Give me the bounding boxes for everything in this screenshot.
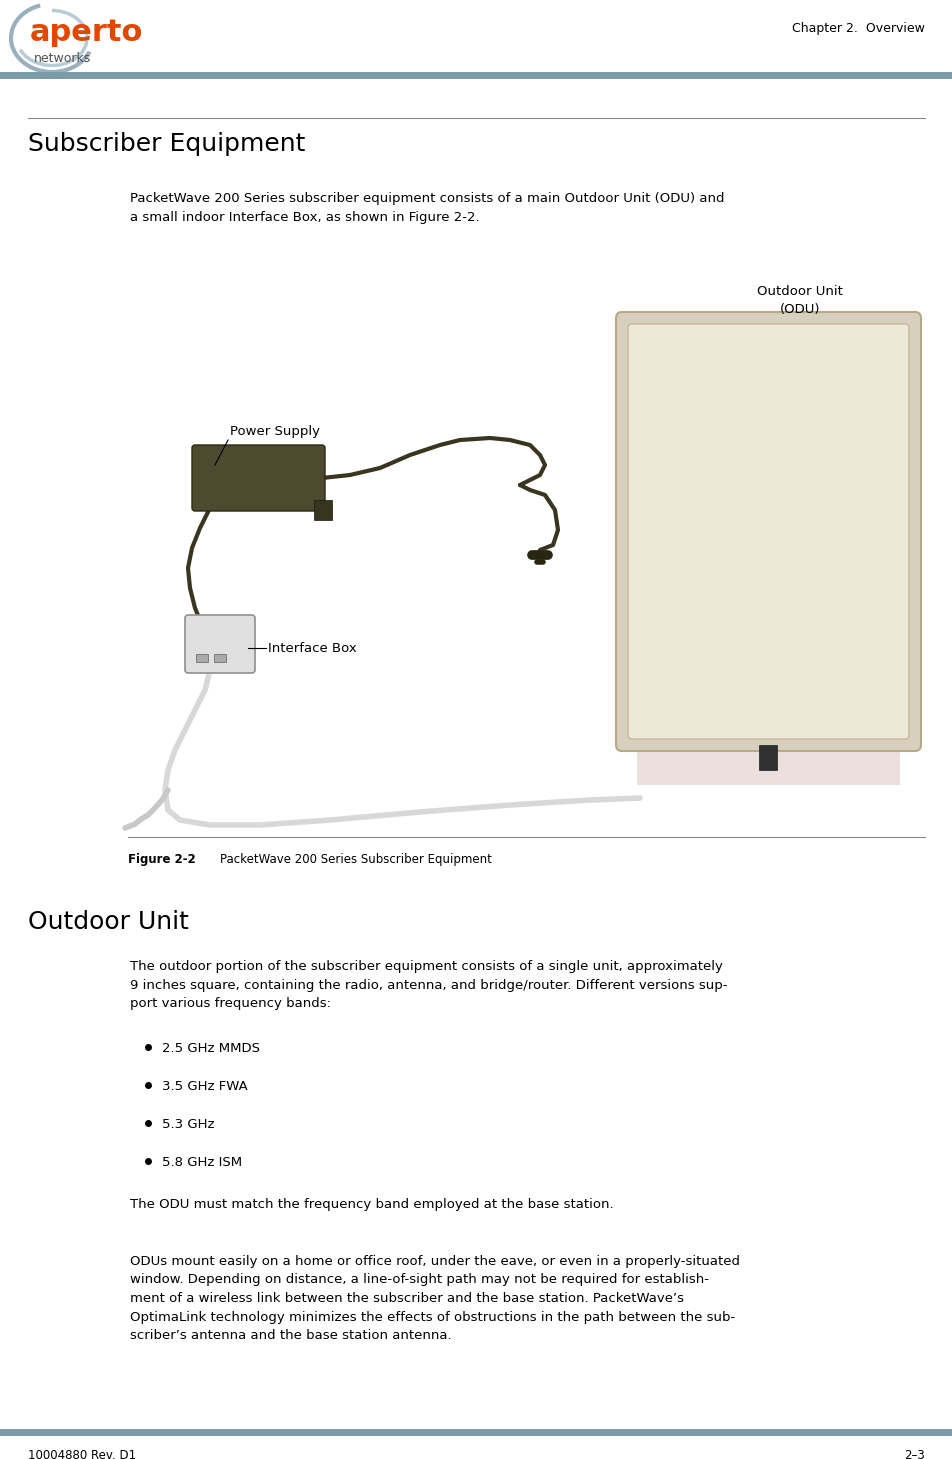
- Text: PacketWave 200 Series Subscriber Equipment: PacketWave 200 Series Subscriber Equipme…: [189, 854, 491, 867]
- Text: Figure 2-2: Figure 2-2: [128, 854, 195, 867]
- FancyBboxPatch shape: [191, 445, 325, 511]
- Text: ODUs mount easily on a home or office roof, under the eave, or even in a properl: ODUs mount easily on a home or office ro…: [129, 1255, 739, 1342]
- FancyBboxPatch shape: [185, 616, 255, 673]
- Text: Outdoor Unit
(ODU): Outdoor Unit (ODU): [756, 285, 843, 317]
- Text: 2–3: 2–3: [903, 1449, 924, 1459]
- Text: 5.3 GHz: 5.3 GHz: [162, 1118, 214, 1131]
- FancyBboxPatch shape: [627, 324, 908, 740]
- Text: Interface Box: Interface Box: [268, 642, 356, 655]
- Text: 3.5 GHz FWA: 3.5 GHz FWA: [162, 1080, 248, 1093]
- Text: Chapter 2.  Overview: Chapter 2. Overview: [791, 22, 924, 35]
- Text: Power Supply: Power Supply: [229, 425, 320, 438]
- Text: The ODU must match the frequency band employed at the base station.: The ODU must match the frequency band em…: [129, 1198, 613, 1211]
- Bar: [759, 746, 777, 770]
- Bar: [196, 654, 208, 662]
- Text: 10004880 Rev. D1: 10004880 Rev. D1: [28, 1449, 136, 1459]
- Text: Subscriber Equipment: Subscriber Equipment: [28, 131, 305, 156]
- Text: 5.8 GHz ISM: 5.8 GHz ISM: [162, 1156, 242, 1169]
- Text: 2.5 GHz MMDS: 2.5 GHz MMDS: [162, 1042, 260, 1055]
- Text: The outdoor portion of the subscriber equipment consists of a single unit, appro: The outdoor portion of the subscriber eq…: [129, 960, 726, 1010]
- FancyBboxPatch shape: [615, 312, 920, 751]
- FancyBboxPatch shape: [636, 735, 899, 785]
- Bar: [313, 500, 331, 519]
- Text: PacketWave 200 Series subscriber equipment consists of a main Outdoor Unit (ODU): PacketWave 200 Series subscriber equipme…: [129, 193, 724, 223]
- Text: aperto: aperto: [30, 18, 143, 47]
- Bar: [214, 654, 226, 662]
- Text: networks: networks: [34, 53, 91, 66]
- Text: Outdoor Unit: Outdoor Unit: [28, 910, 188, 934]
